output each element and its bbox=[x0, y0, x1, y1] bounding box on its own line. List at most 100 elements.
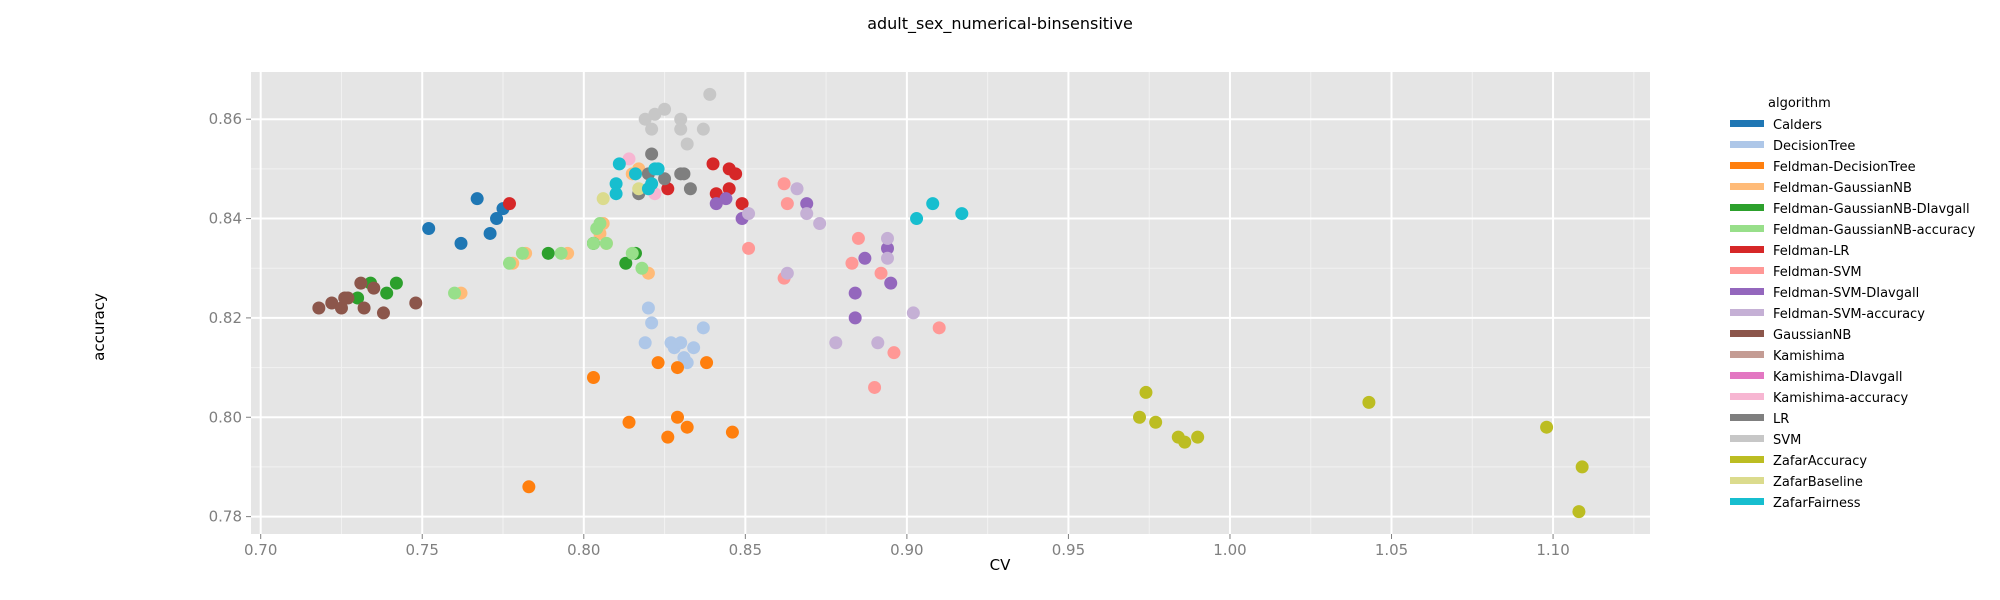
x-tick-label: 0.95 bbox=[1052, 541, 1085, 559]
legend: algorithm Calders DecisionTree Feldman-Dec… bbox=[1730, 96, 1976, 511]
point-feldman-decisiontree bbox=[661, 430, 675, 444]
y-tick-label: 0.82 bbox=[209, 309, 242, 327]
legend-item-kamishima-diavgall: Kamishima-DIavgall bbox=[1730, 370, 1902, 385]
point-svm bbox=[680, 137, 694, 151]
legend-item-decisiontree: DecisionTree bbox=[1730, 139, 1855, 154]
point-zafarfairness bbox=[628, 167, 642, 181]
point-feldman-gaussiannb-diavgall bbox=[351, 291, 365, 305]
point-calders bbox=[470, 192, 484, 206]
legend-title: algorithm bbox=[1768, 96, 1831, 111]
point-feldman-svm-diavgall bbox=[884, 276, 898, 290]
point-feldman-lr bbox=[729, 167, 743, 181]
point-calders bbox=[490, 212, 504, 226]
legend-label: GaussianNB bbox=[1773, 328, 1851, 343]
legend-swatch bbox=[1730, 498, 1764, 505]
legend-label: Feldman-GaussianNB-accuracy bbox=[1773, 223, 1976, 238]
x-tick-label: 0.90 bbox=[890, 541, 923, 559]
point-feldman-gaussiannb-accuracy bbox=[625, 246, 639, 260]
legend-label: Feldman-LR bbox=[1773, 244, 1849, 259]
point-zafaraccuracy bbox=[1149, 415, 1163, 429]
point-feldman-svm-accuracy bbox=[790, 182, 804, 196]
point-decisiontree bbox=[696, 321, 710, 335]
point-gaussiannb bbox=[341, 291, 355, 305]
point-feldman-lr bbox=[735, 197, 749, 211]
legend-swatch bbox=[1730, 393, 1764, 400]
legend-swatch bbox=[1730, 141, 1764, 148]
legend-label: Feldman-GaussianNB-DIavgall bbox=[1773, 202, 1970, 217]
point-feldman-svm bbox=[868, 380, 882, 394]
x-tick-label: 0.80 bbox=[567, 541, 600, 559]
point-feldman-svm bbox=[874, 266, 888, 280]
point-feldman-svm bbox=[777, 177, 791, 191]
point-decisiontree bbox=[641, 301, 655, 315]
point-feldman-gaussiannb-diavgall bbox=[541, 246, 555, 260]
point-svm bbox=[645, 122, 659, 136]
point-feldman-decisiontree bbox=[670, 361, 684, 375]
point-zafarfairness bbox=[910, 212, 924, 226]
point-gaussiannb bbox=[354, 276, 368, 290]
point-decisiontree bbox=[687, 341, 701, 355]
point-feldman-svm bbox=[887, 346, 901, 360]
legend-label: Calders bbox=[1773, 118, 1822, 133]
point-lr bbox=[658, 172, 672, 186]
point-feldman-svm bbox=[851, 231, 865, 245]
y-axis-ticks: 0.78 0.80 0.82 0.84 0.86 bbox=[209, 110, 251, 526]
legend-label: LR bbox=[1773, 412, 1789, 427]
point-feldman-svm-diavgall bbox=[880, 241, 894, 255]
point-calders bbox=[454, 236, 468, 250]
x-axis-ticks: 0.70 0.75 0.80 0.85 0.90 0.95 1.00 1.05 1.10 bbox=[244, 534, 1570, 559]
x-tick-label: 0.75 bbox=[406, 541, 439, 559]
point-svm bbox=[638, 112, 652, 126]
legend-swatch bbox=[1730, 162, 1764, 169]
legend-swatch bbox=[1730, 351, 1764, 358]
legend-swatch bbox=[1730, 456, 1764, 463]
y-axis-title: accuracy bbox=[90, 293, 108, 361]
point-feldman-gaussiannb-accuracy bbox=[593, 217, 607, 231]
point-zafarfairness bbox=[612, 157, 626, 171]
point-zafarbaseline bbox=[596, 192, 610, 206]
legend-label: ZafarFairness bbox=[1773, 496, 1861, 511]
point-feldman-svm-accuracy bbox=[871, 336, 885, 350]
legend-item-calders: Calders bbox=[1730, 118, 1822, 133]
legend-swatch bbox=[1730, 309, 1764, 316]
point-gaussiannb bbox=[376, 306, 390, 320]
point-gaussiannb bbox=[325, 296, 339, 310]
legend-swatch bbox=[1730, 414, 1764, 421]
legend-item-feldman-lr: Feldman-LR bbox=[1730, 244, 1849, 259]
legend-label: ZafarAccuracy bbox=[1773, 454, 1867, 469]
point-kamishima-accuracy bbox=[622, 152, 636, 166]
legend-item-kamishima-accuracy: Kamishima-accuracy bbox=[1730, 391, 1908, 406]
legend-swatch bbox=[1730, 288, 1764, 295]
point-feldman-gaussiannb-diavgall bbox=[619, 256, 633, 270]
data-points bbox=[312, 87, 1589, 519]
y-tick-label: 0.80 bbox=[209, 408, 242, 426]
point-zafarfairness bbox=[609, 177, 623, 191]
legend-item-feldman-gaussiannb-diavgall: Feldman-GaussianNB-DIavgall bbox=[1730, 202, 1970, 217]
legend-label: Feldman-DecisionTree bbox=[1773, 160, 1916, 175]
point-feldman-gaussiannb-accuracy bbox=[554, 246, 568, 260]
plot-area bbox=[251, 72, 1650, 534]
point-feldman-svm-accuracy bbox=[813, 217, 827, 231]
legend-swatch bbox=[1730, 225, 1764, 232]
point-feldman-decisiontree bbox=[522, 480, 536, 494]
point-feldman-svm-diavgall bbox=[858, 251, 872, 265]
legend-label: Kamishima-DIavgall bbox=[1773, 370, 1902, 385]
point-feldman-gaussiannb-accuracy bbox=[586, 236, 600, 250]
legend-swatch bbox=[1730, 435, 1764, 442]
legend-item-feldman-svm: Feldman-SVM bbox=[1730, 265, 1862, 280]
legend-label: ZafarBaseline bbox=[1773, 475, 1863, 490]
point-feldman-gaussiannb-accuracy bbox=[599, 236, 613, 250]
point-calders bbox=[422, 221, 436, 235]
legend-swatch bbox=[1730, 204, 1764, 211]
major-gridlines bbox=[251, 72, 1650, 534]
x-tick-label: 1.10 bbox=[1536, 541, 1569, 559]
point-gaussiannb bbox=[312, 301, 326, 315]
point-feldman-svm bbox=[932, 321, 946, 335]
point-feldman-lr bbox=[709, 187, 723, 201]
point-feldman-svm-diavgall bbox=[719, 192, 733, 206]
legend-swatch bbox=[1730, 120, 1764, 127]
point-svm bbox=[648, 107, 662, 121]
point-feldman-lr bbox=[661, 182, 675, 196]
legend-item-zafarbaseline: ZafarBaseline bbox=[1730, 475, 1863, 490]
legend-item-lr: LR bbox=[1730, 412, 1789, 427]
